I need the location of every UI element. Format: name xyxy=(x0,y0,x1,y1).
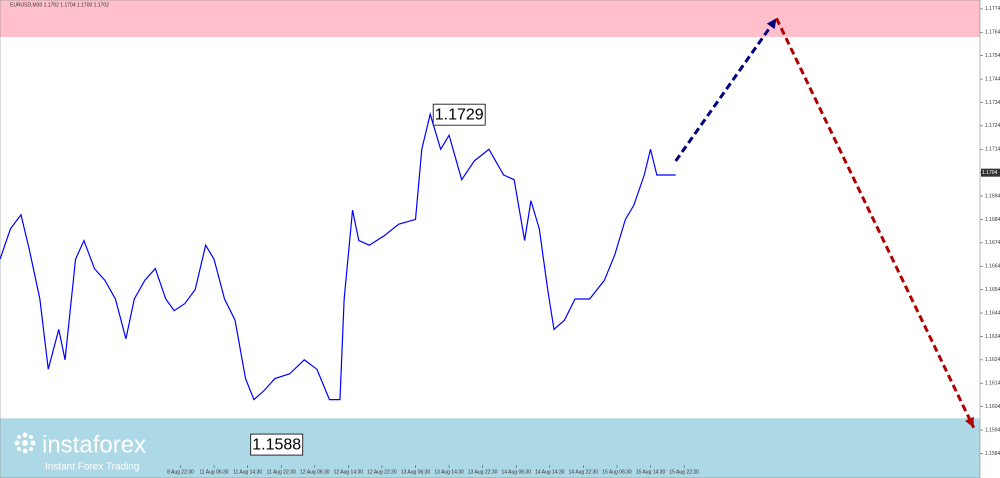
x-tick-label: 8 Aug 22:30 xyxy=(167,469,194,475)
y-tick-label: 1.1774 xyxy=(985,6,1000,12)
x-tick-label: 11 Aug 14:30 xyxy=(233,469,262,475)
price-line xyxy=(0,111,676,401)
logo-icon xyxy=(14,432,36,454)
arrow-head xyxy=(965,416,974,428)
y-tick-label: 1.1634 xyxy=(985,334,1000,340)
last-price-box xyxy=(981,168,1000,177)
zone xyxy=(0,0,980,37)
x-tick-label: 12 Aug 06:30 xyxy=(300,469,330,475)
wave-arrow xyxy=(775,17,976,429)
wave-arrow xyxy=(674,17,778,162)
arrow-head xyxy=(766,18,777,30)
x-tick-label: 13 Aug 06:30 xyxy=(401,469,431,475)
y-tick-label: 1.1694 xyxy=(985,193,1000,199)
y-tick-label: 1.1764 xyxy=(985,30,1000,36)
x-tick-label: 14 Aug 14:30 xyxy=(535,469,565,475)
logo-name: instaforex xyxy=(42,431,146,458)
y-tick-label: 1.1654 xyxy=(985,287,1000,293)
annotation-box xyxy=(250,433,304,456)
y-tick-label: 1.1724 xyxy=(985,123,1000,129)
y-tick-label: 1.1664 xyxy=(985,264,1000,270)
annotation-label: 1.1729 xyxy=(435,106,484,123)
annotation-box xyxy=(432,103,486,126)
x-tick-label: 12 Aug 14:30 xyxy=(334,469,364,475)
x-tick-label: 12 Aug 22:30 xyxy=(367,469,397,475)
logo-tagline: Instant Forex Trading xyxy=(45,462,140,473)
x-tick-label: 13 Aug 22:30 xyxy=(468,469,498,475)
x-tick-label: 11 Aug 06:30 xyxy=(199,469,228,475)
chart-title: EURUSD,M30 1.1702 1.1704 1.1700 1.1702 xyxy=(10,2,109,8)
y-tick-label: 1.1714 xyxy=(985,147,1000,153)
zone xyxy=(0,418,980,478)
y-tick-label: 1.1674 xyxy=(985,240,1000,246)
x-tick-label: 15 Aug 06:30 xyxy=(602,469,632,475)
y-tick-label: 1.1734 xyxy=(985,100,1000,106)
x-tick-label: 11 Aug 22:30 xyxy=(267,469,296,475)
x-tick-label: 14 Aug 22:30 xyxy=(569,469,599,475)
x-tick-label: 13 Aug 14:30 xyxy=(434,469,464,475)
x-tick-label: 15 Aug 14:30 xyxy=(636,469,666,475)
last-price-label: 1.1704 xyxy=(982,170,998,176)
y-tick-label: 1.1644 xyxy=(985,310,1000,316)
y-tick-label: 1.1604 xyxy=(985,404,1000,410)
y-tick-label: 1.1754 xyxy=(985,53,1000,59)
x-tick-label: 15 Aug 22:30 xyxy=(669,469,699,475)
x-tick-label: 14 Aug 06:30 xyxy=(501,469,531,475)
y-tick-label: 1.1624 xyxy=(985,357,1000,363)
y-tick-label: 1.1584 xyxy=(985,451,1000,457)
annotation-label: 1.1588 xyxy=(252,436,301,453)
y-tick-label: 1.1744 xyxy=(985,76,1000,82)
logo: instaforex Instant Forex Trading xyxy=(14,431,146,473)
y-tick-label: 1.1614 xyxy=(985,381,1000,387)
y-tick-label: 1.1684 xyxy=(985,217,1000,223)
y-tick-label: 1.1594 xyxy=(985,427,1000,433)
